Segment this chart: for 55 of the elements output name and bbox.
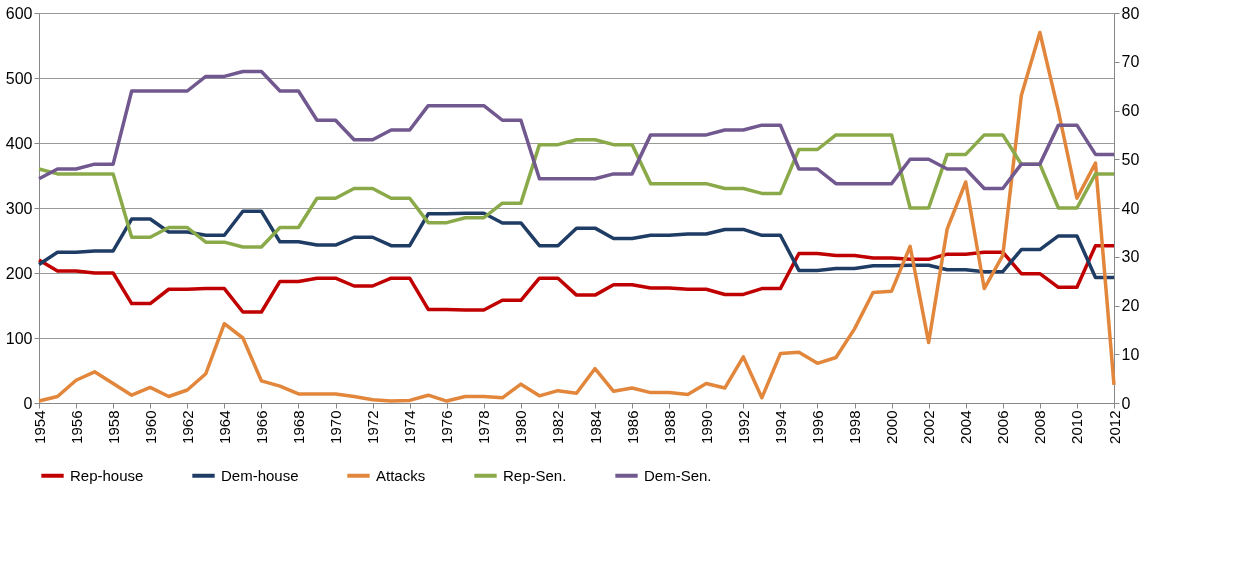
x-tick-label: 1966 <box>252 410 270 444</box>
line-series <box>37 69 1116 191</box>
y2-tick-label: 0 <box>1121 394 1131 412</box>
y2-tick-label: 40 <box>1121 199 1140 217</box>
legend-label: Dem-Sen. <box>644 466 712 484</box>
y-tick-label: 0 <box>23 394 33 412</box>
x-tick-label: 2012 <box>1105 410 1123 444</box>
y-tick-label: 200 <box>5 264 33 282</box>
x-tick-label: 1974 <box>401 410 419 444</box>
x-tick-label: 2002 <box>920 410 938 444</box>
x-tick-label: 2000 <box>883 410 901 444</box>
line-series <box>37 133 1116 249</box>
y2-tick-label: 70 <box>1121 53 1140 71</box>
y-tick-label: 500 <box>5 69 33 87</box>
x-tick-label: 1990 <box>697 410 715 444</box>
line-series <box>37 243 1116 314</box>
y2-tick-label: 80 <box>1121 4 1140 22</box>
y-tick-label: 300 <box>5 199 33 217</box>
y-tick-label: 100 <box>5 329 33 347</box>
legend-label: Rep-house <box>70 466 144 484</box>
x-tick-label: 1968 <box>289 410 307 444</box>
y2-tick-label: 50 <box>1121 150 1140 168</box>
x-tick-label: 1994 <box>771 410 789 444</box>
x-tick-label: 2006 <box>994 410 1012 444</box>
y-tick-label: 600 <box>5 4 33 22</box>
x-tick-label: 1964 <box>215 410 233 444</box>
x-tick-label: 1980 <box>512 410 530 444</box>
x-tick-label: 1972 <box>364 410 382 444</box>
x-tick-label: 2010 <box>1068 410 1086 444</box>
line-series <box>37 209 1116 280</box>
x-tick-label: 2008 <box>1031 410 1049 444</box>
x-tick-label: 1998 <box>846 410 864 444</box>
x-tick-label: 1986 <box>623 410 641 444</box>
y2-tick-label: 10 <box>1121 345 1140 363</box>
legend-label: Attacks <box>376 466 426 484</box>
y-tick-label: 400 <box>5 134 33 152</box>
y2-tick-label: 60 <box>1121 102 1140 119</box>
x-tick-label: 1958 <box>104 410 122 444</box>
x-tick-label: 1962 <box>178 410 196 444</box>
x-tick-label: 1992 <box>734 410 752 444</box>
x-tick-label: 1960 <box>141 410 159 444</box>
legend-label: Rep-Sen. <box>503 466 567 484</box>
x-tick-label: 1954 <box>30 410 48 444</box>
x-tick-label: 1984 <box>586 410 604 444</box>
x-tick-label: 1988 <box>660 410 678 444</box>
legend-label: Dem-house <box>221 466 299 484</box>
x-tick-label: 1970 <box>327 410 345 444</box>
x-tick-label: 1976 <box>438 410 456 444</box>
x-tick-label: 1996 <box>808 410 826 444</box>
x-tick-label: 1978 <box>475 410 493 444</box>
y2-tick-label: 30 <box>1121 248 1140 266</box>
y2-tick-label: 20 <box>1121 297 1140 314</box>
x-tick-label: 1956 <box>67 410 85 444</box>
x-tick-label: 1982 <box>549 410 567 444</box>
x-tick-label: 2004 <box>957 410 975 444</box>
